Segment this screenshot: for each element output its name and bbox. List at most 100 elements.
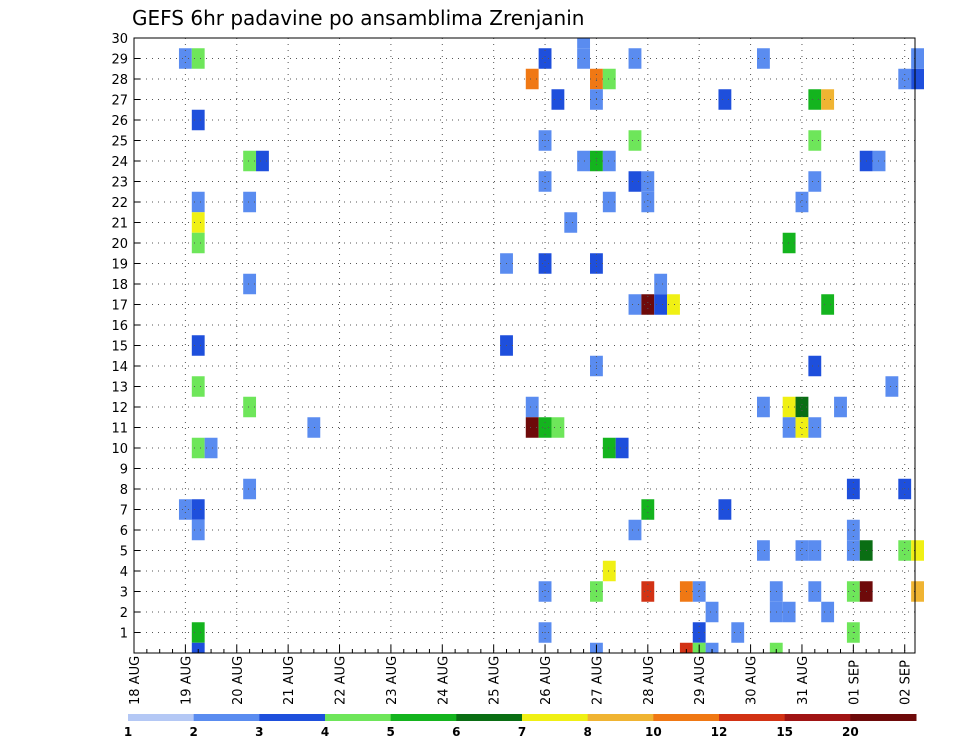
- legend-label: 20: [842, 725, 859, 739]
- legend-swatch-9: [719, 714, 786, 721]
- x-tick-label: 29 AUG: [693, 656, 708, 705]
- cell-65: [667, 294, 680, 315]
- cell-11: [191, 499, 205, 520]
- y-tick-label: 12: [111, 401, 128, 416]
- legend-swatch-6: [522, 714, 589, 721]
- x-tick-label: 27 AUG: [590, 656, 605, 705]
- cell-97: [821, 89, 835, 110]
- cell-8: [191, 437, 205, 459]
- cell-18: [243, 273, 257, 295]
- cell-96: [808, 581, 822, 602]
- legend-label: 5: [386, 725, 394, 739]
- cell-32: [551, 417, 565, 438]
- cell-116: [911, 48, 924, 69]
- cell-86: [795, 417, 809, 438]
- cell-5: [191, 232, 205, 254]
- cell-47: [602, 68, 616, 90]
- legend-swatch-7: [587, 714, 654, 721]
- legend-label: 8: [583, 725, 591, 739]
- x-tick-label: 18 AUG: [128, 656, 143, 705]
- cell-51: [602, 560, 616, 582]
- cells-layer: [178, 38, 924, 653]
- cell-35: [551, 89, 565, 110]
- cell-20: [243, 478, 257, 500]
- cell-87: [795, 540, 809, 561]
- cell-25: [538, 48, 552, 69]
- y-tick-label: 16: [111, 319, 128, 334]
- cell-9: [204, 437, 218, 459]
- cell-19: [243, 396, 257, 418]
- cell-81: [769, 642, 783, 653]
- cell-73: [718, 89, 732, 110]
- x-tick-label: 26 AUG: [539, 656, 554, 705]
- x-tick-label: 25 AUG: [488, 656, 503, 705]
- cell-117: [911, 581, 924, 602]
- cell-14: [191, 642, 205, 653]
- cell-59: [641, 191, 655, 213]
- cell-29: [525, 396, 539, 418]
- y-tick-label: 6: [120, 524, 128, 539]
- y-axis: 1234567891011121314151617181920212223242…: [111, 32, 140, 642]
- y-tick-label: 17: [111, 299, 128, 314]
- y-tick-label: 28: [111, 73, 128, 88]
- cell-30: [525, 417, 539, 438]
- y-tick-label: 26: [111, 114, 128, 129]
- legend-swatch-3: [325, 714, 392, 721]
- cell-91: [808, 89, 822, 110]
- cell-85: [795, 396, 809, 418]
- y-tick-label: 1: [120, 627, 128, 642]
- cell-28: [538, 253, 552, 274]
- x-tick-label: 28 AUG: [642, 656, 657, 705]
- cell-103: [846, 540, 860, 561]
- cell-50: [602, 437, 616, 459]
- legend-label: 12: [711, 725, 728, 739]
- cell-55: [628, 171, 642, 192]
- cell-15: [243, 150, 257, 172]
- y-tick-label: 11: [111, 422, 128, 437]
- cell-98: [821, 294, 835, 315]
- y-tick-label: 29: [111, 53, 128, 68]
- cell-53: [628, 48, 642, 69]
- cell-52: [615, 437, 629, 459]
- y-tick-label: 21: [111, 217, 128, 232]
- cell-48: [602, 150, 616, 172]
- x-axis: 18 AUG 19 AUG 20 AUG 21 AUG 22 AUG 23 AUG 24 A…: [128, 645, 914, 705]
- cell-56: [628, 294, 642, 315]
- cell-2: [191, 109, 205, 131]
- cell-67: [679, 642, 693, 653]
- cell-21: [307, 417, 321, 438]
- cell-12: [191, 519, 205, 541]
- grid-layer: [134, 38, 915, 653]
- y-tick-label: 13: [111, 381, 128, 396]
- cell-62: [641, 581, 655, 602]
- cell-75: [731, 622, 745, 643]
- y-tick-label: 7: [120, 504, 128, 519]
- cell-71: [705, 601, 719, 623]
- cell-100: [834, 396, 847, 418]
- x-tick-label: 23 AUG: [385, 656, 400, 705]
- cell-0: [178, 48, 192, 69]
- legend-label: 1: [124, 725, 132, 739]
- y-tick-label: 15: [111, 340, 128, 355]
- cell-77: [757, 396, 770, 418]
- legend-label: 7: [518, 725, 526, 739]
- y-tick-label: 24: [111, 155, 128, 170]
- legend-swatch-2: [259, 714, 326, 721]
- y-tick-label: 25: [111, 135, 128, 150]
- y-tick-label: 4: [120, 565, 128, 580]
- legend-label: 6: [452, 725, 460, 739]
- y-tick-label: 19: [111, 258, 128, 273]
- cell-10: [178, 499, 192, 520]
- y-tick-label: 27: [111, 94, 128, 109]
- cell-84: [782, 417, 796, 438]
- y-tick-label: 10: [111, 442, 128, 457]
- legend-label: 2: [189, 725, 197, 739]
- cell-57: [628, 519, 642, 541]
- cell-78: [757, 540, 770, 561]
- y-tick-label: 2: [120, 606, 128, 621]
- legend-label: 3: [255, 725, 263, 739]
- legend-swatch-10: [784, 714, 851, 721]
- legend-swatch-11: [850, 714, 917, 721]
- x-tick-label: 19 AUG: [179, 656, 194, 705]
